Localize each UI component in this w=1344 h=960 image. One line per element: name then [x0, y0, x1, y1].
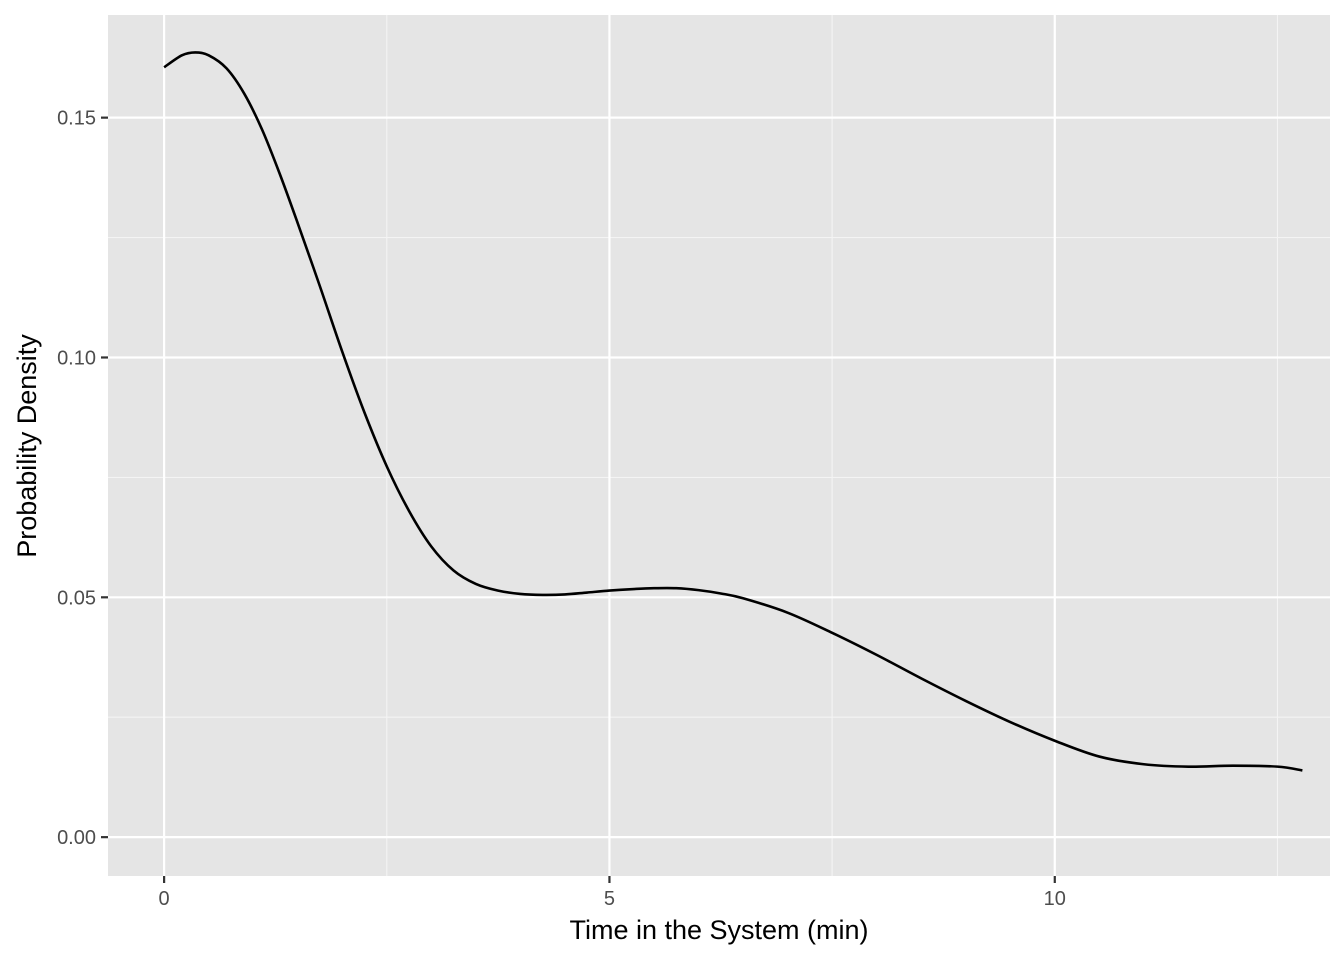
x-axis: 0 5 10: [159, 876, 1066, 910]
density-curve: [163, 51, 1303, 772]
major-gridlines: [108, 15, 1330, 876]
x-axis-title: Time in the System (min): [569, 915, 868, 945]
series-layer: [163, 51, 1303, 772]
x-tick-label: 5: [604, 888, 615, 910]
y-axis: 0.00 0.05 0.10 0.15: [57, 108, 108, 849]
minor-gridlines: [108, 15, 1330, 876]
y-tick-label: 0.10: [57, 347, 96, 369]
y-tick-label: 0.05: [57, 587, 96, 609]
y-tick-label: 0.00: [57, 827, 96, 849]
y-tick-label: 0.15: [57, 108, 96, 130]
y-axis-title: Probability Density: [12, 334, 42, 558]
panel-background: [108, 15, 1330, 876]
x-tick-label: 10: [1044, 888, 1066, 910]
x-tick-label: 0: [159, 888, 170, 910]
